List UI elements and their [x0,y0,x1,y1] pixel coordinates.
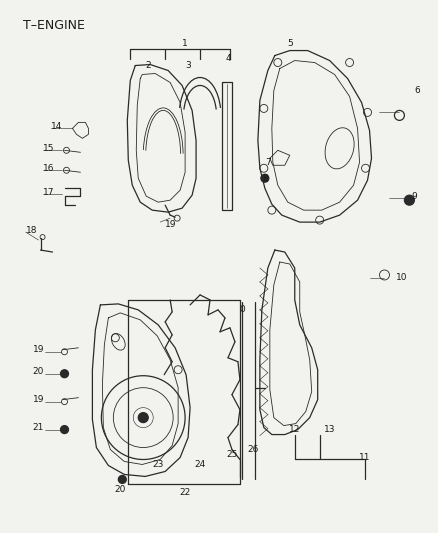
Circle shape [60,425,68,433]
Text: T–ENGINE: T–ENGINE [23,19,85,31]
Text: 8: 8 [262,174,268,183]
Text: 19: 19 [165,220,177,229]
Text: 5: 5 [287,39,293,48]
Text: 2: 2 [145,61,151,70]
Text: 19: 19 [32,345,44,354]
Text: 4: 4 [225,54,231,63]
Text: 23: 23 [152,460,164,469]
Text: 20: 20 [115,485,126,494]
Text: 26: 26 [247,445,258,454]
Circle shape [404,195,414,205]
Text: 0: 0 [239,305,245,314]
Text: 9: 9 [412,192,417,201]
Text: 15: 15 [42,144,54,153]
Text: 12: 12 [289,425,300,434]
Text: 10: 10 [396,273,407,282]
Text: 11: 11 [359,453,370,462]
Text: 16: 16 [42,164,54,173]
Circle shape [118,475,126,483]
Text: 25: 25 [226,450,238,459]
Circle shape [138,413,148,423]
Text: 13: 13 [324,425,336,434]
Text: 14: 14 [50,122,62,131]
Text: 22: 22 [180,488,191,497]
Text: 17: 17 [42,188,54,197]
Text: 7: 7 [265,158,271,167]
Text: 3: 3 [185,61,191,70]
Text: 6: 6 [414,86,420,95]
Circle shape [261,174,269,182]
Text: 19: 19 [32,395,44,404]
Text: 20: 20 [32,367,44,376]
Text: 1: 1 [182,39,188,48]
Text: 18: 18 [25,225,37,235]
Circle shape [60,370,68,378]
Text: 21: 21 [32,423,44,432]
Text: 24: 24 [194,460,206,469]
